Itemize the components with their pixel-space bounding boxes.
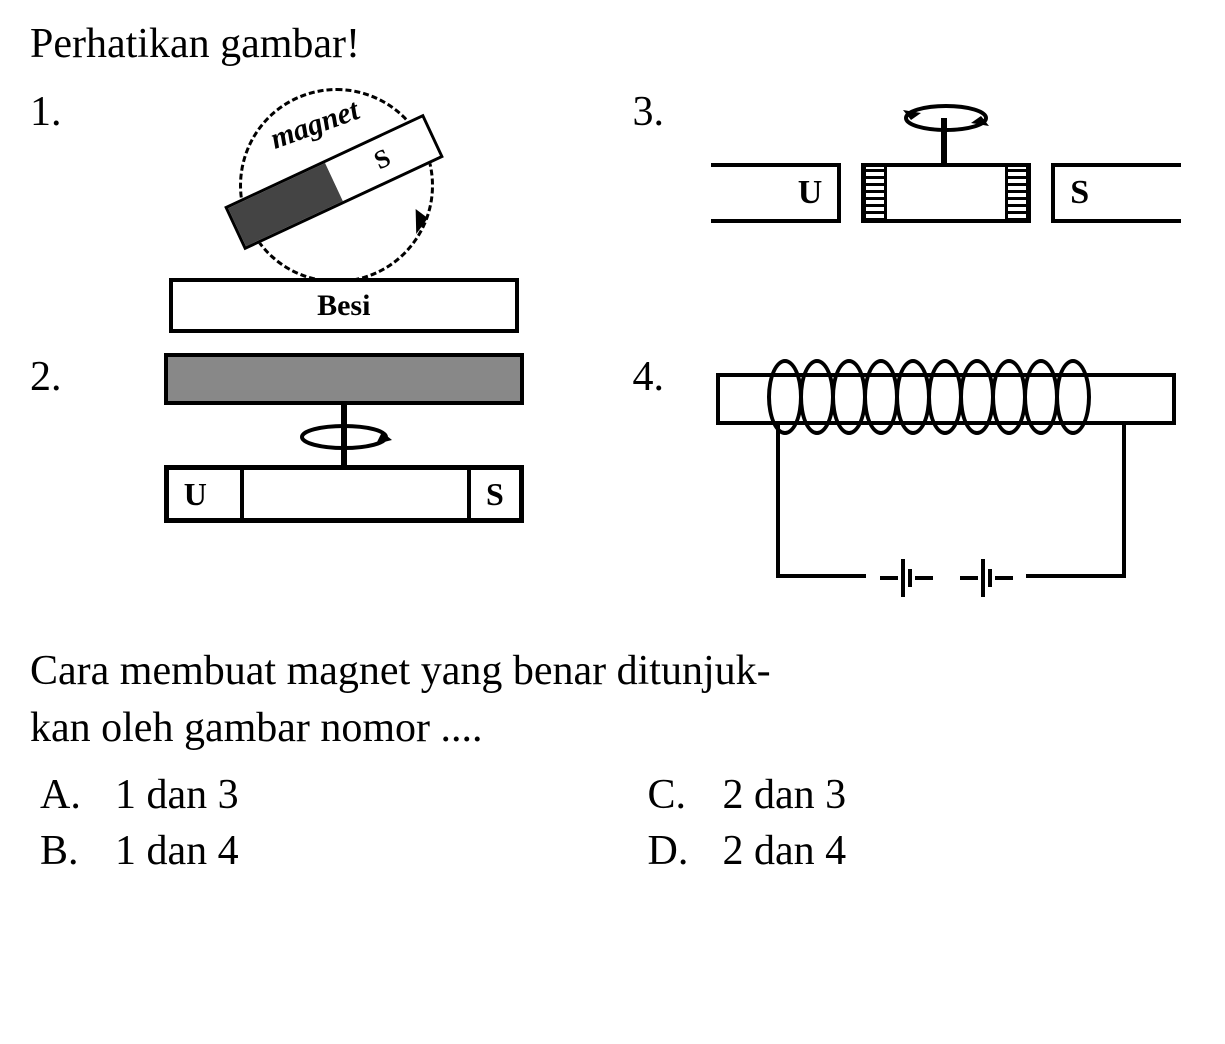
answer-b-text: 1 dan 4 [115, 827, 239, 875]
coil-right [1005, 166, 1029, 221]
coil-left [863, 166, 887, 221]
answer-options: A. 1 dan 3 C. 2 dan 3 B. 1 dan 4 D. 2 da… [30, 771, 1195, 875]
diagram-3-number: 3. [633, 88, 683, 136]
battery-icon [866, 558, 1026, 598]
question-line-2: kan oleh gambar nomor .... [30, 705, 483, 751]
answer-c-text: 2 dan 3 [723, 771, 847, 819]
diagrams-grid: 1. S magnet Besi 3. U [30, 88, 1195, 613]
rotation-arrow-icon [294, 420, 394, 455]
answer-c-letter: C. [648, 771, 703, 819]
north-pole-label: U [169, 470, 244, 518]
diagram-1: 1. S magnet Besi [30, 88, 593, 338]
answer-c: C. 2 dan 3 [648, 771, 1196, 819]
answer-b: B. 1 dan 4 [40, 827, 588, 875]
diagram-3: 3. U S [633, 88, 1196, 338]
instruction-header: Perhatikan gambar! [30, 20, 1195, 68]
question-text: Cara membuat magnet yang benar ditunjuk-… [30, 643, 1195, 756]
answer-d-text: 2 dan 4 [723, 827, 847, 875]
south-pole-label: S [467, 470, 519, 518]
diagram-2-number: 2. [30, 353, 80, 401]
diagram-1-number: 1. [30, 88, 80, 136]
question-line-1: Cara membuat magnet yang benar ditunjuk- [30, 648, 771, 694]
answer-b-letter: B. [40, 827, 95, 875]
south-pole-block: S [1051, 163, 1181, 223]
circuit-wire [776, 423, 1126, 578]
us-magnet-bar: U S [164, 465, 524, 523]
diagram-2: 2. U S [30, 353, 593, 613]
answer-d: D. 2 dan 4 [648, 827, 1196, 875]
iron-bar: Besi [169, 278, 519, 333]
answer-a: A. 1 dan 3 [40, 771, 588, 819]
north-pole-block: U [711, 163, 841, 223]
answer-d-letter: D. [648, 827, 703, 875]
answer-a-text: 1 dan 3 [115, 771, 239, 819]
diagram-4-number: 4. [633, 353, 683, 401]
diagram-4: 4. [633, 353, 1196, 613]
answer-a-letter: A. [40, 771, 95, 819]
grey-bar [164, 353, 524, 405]
rotation-arrow-icon [901, 98, 991, 138]
